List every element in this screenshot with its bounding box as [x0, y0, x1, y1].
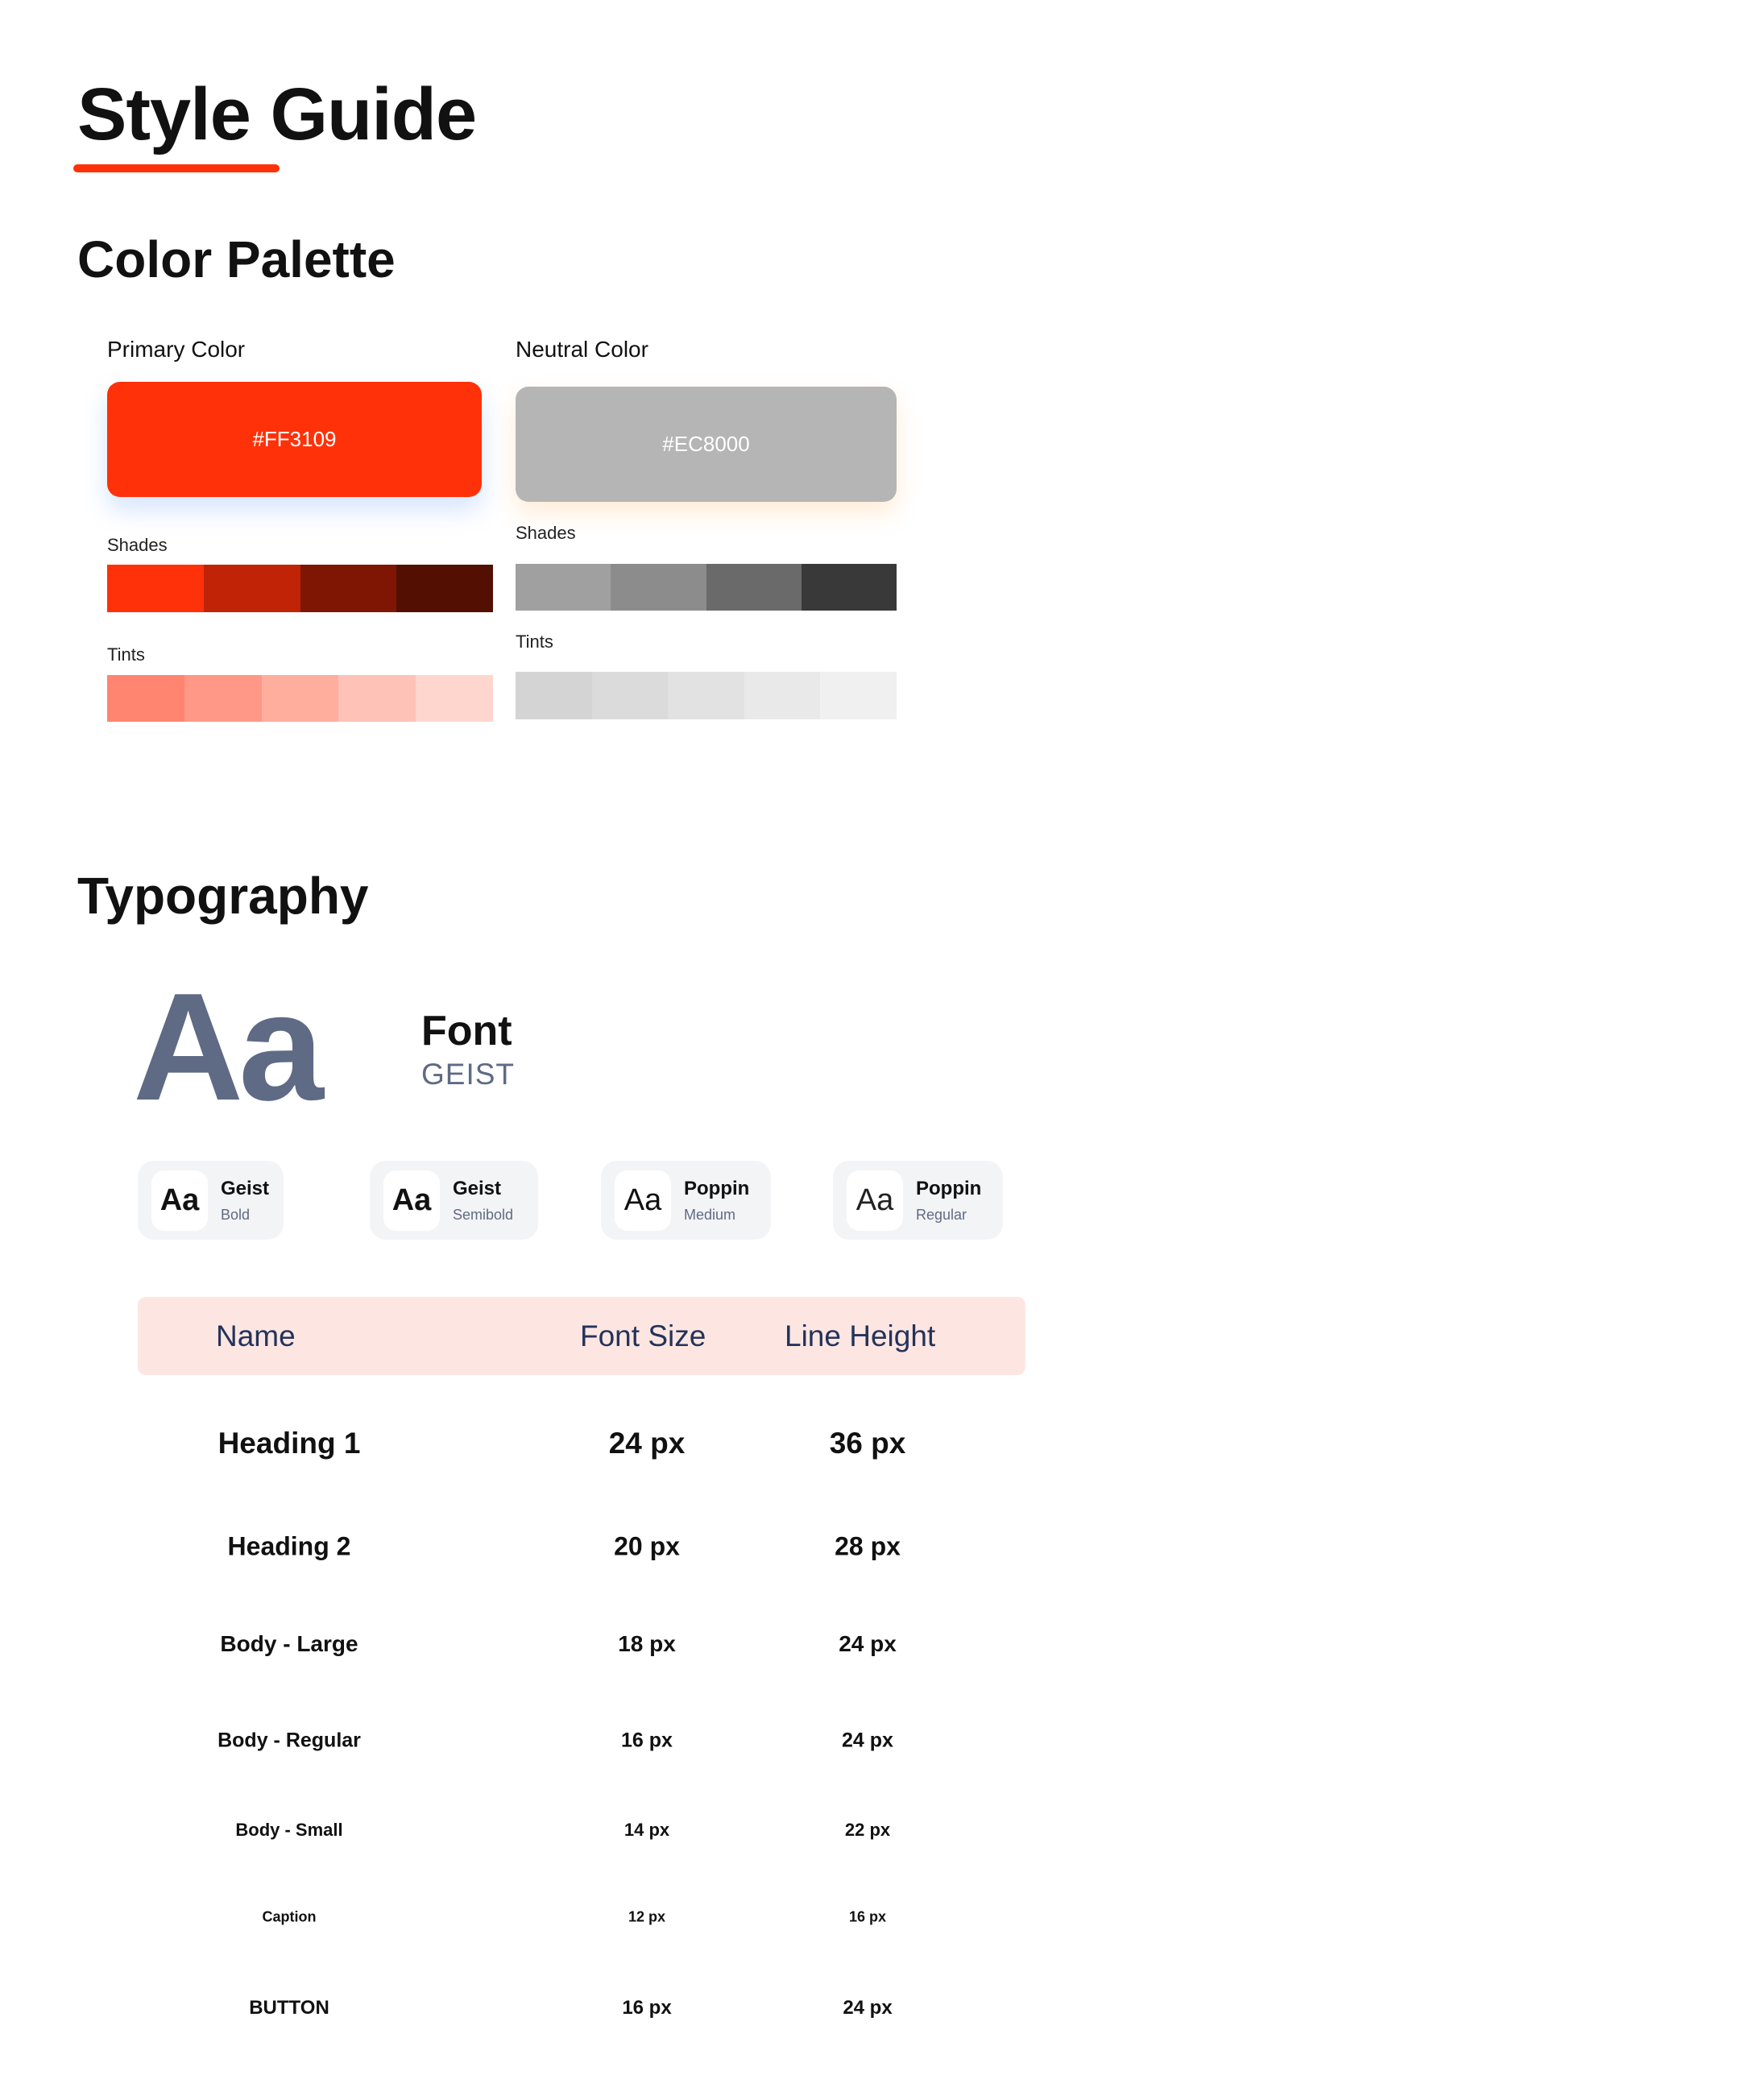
- row-font-size: 14 px: [624, 1820, 670, 1840]
- font-card-sample: Aa: [383, 1170, 440, 1231]
- row-font-size: 18 px: [618, 1631, 676, 1656]
- shade-swatch: [107, 565, 204, 612]
- row-font-size: 12 px: [628, 1908, 666, 1925]
- tint-swatch: [338, 675, 416, 722]
- row-name: Heading 2: [227, 1531, 351, 1561]
- primary-color-hex: #FF3109: [252, 427, 337, 451]
- font-card-geist-semibold: Aa Geist Semibold: [370, 1161, 538, 1240]
- neutral-tints-label: Tints: [516, 632, 553, 652]
- row-line-height: 24 px: [842, 1729, 893, 1752]
- shade-swatch: [396, 565, 493, 612]
- font-card-sample: Aa: [847, 1170, 903, 1231]
- row-name: Body - Regular: [218, 1729, 361, 1752]
- font-card-family: Geist: [221, 1177, 270, 1199]
- font-card-weight: Semibold: [453, 1206, 514, 1223]
- tint-swatch: [516, 672, 592, 719]
- tint-swatch: [184, 675, 262, 722]
- font-card-weight: Medium: [684, 1206, 736, 1223]
- neutral-color-hex: #EC8000: [662, 432, 750, 456]
- neutral-shades-bar: [516, 564, 897, 611]
- tint-swatch: [107, 675, 184, 722]
- color-palette-heading: Color Palette: [77, 230, 396, 288]
- font-card-geist-bold: Aa Geist Bold: [138, 1161, 284, 1240]
- font-title: Font: [421, 1008, 512, 1054]
- primary-shades-label: Shades: [107, 535, 168, 555]
- tint-swatch: [591, 672, 669, 719]
- font-card-sample: Aa: [151, 1170, 208, 1231]
- row-line-height: 36 px: [829, 1427, 906, 1460]
- shade-swatch: [611, 564, 706, 611]
- font-sample-large: Aa: [133, 962, 324, 1133]
- neutral-color-swatch: #EC8000: [516, 387, 897, 502]
- shade-swatch: [300, 565, 397, 612]
- row-line-height: 22 px: [844, 1820, 891, 1840]
- primary-tints-bar: [107, 675, 493, 722]
- row-name: Heading 1: [218, 1427, 361, 1460]
- primary-color-swatch: #FF3109: [107, 382, 482, 497]
- neutral-shades-label: Shades: [516, 523, 576, 543]
- row-line-height: 28 px: [835, 1531, 901, 1561]
- shade-swatch: [706, 564, 802, 611]
- column-header-name: Name: [216, 1319, 296, 1352]
- primary-color-label: Primary Color: [107, 337, 246, 362]
- row-line-height: 24 px: [843, 1997, 893, 2019]
- page-title: Style Guide: [77, 73, 477, 155]
- row-name: Body - Small: [235, 1820, 343, 1840]
- row-font-size: 20 px: [614, 1531, 680, 1561]
- row-name: Body - Large: [220, 1631, 358, 1656]
- shade-swatch: [801, 564, 897, 611]
- tint-swatch: [261, 675, 339, 722]
- row-name: Caption: [262, 1908, 317, 1925]
- neutral-color-label: Neutral Color: [516, 337, 648, 362]
- font-card-family: Geist: [453, 1177, 502, 1199]
- font-card-family: Poppin: [684, 1177, 750, 1199]
- font-card-poppin-medium: Aa Poppin Medium: [601, 1161, 771, 1240]
- shade-swatch: [516, 564, 611, 611]
- shade-swatch: [203, 565, 300, 612]
- tint-swatch: [416, 675, 493, 722]
- row-name: BUTTON: [249, 1997, 329, 2019]
- font-card-weight: Bold: [221, 1206, 251, 1223]
- row-line-height: 16 px: [848, 1908, 887, 1925]
- title-underline: [73, 164, 280, 172]
- typography-heading: Typography: [77, 867, 369, 925]
- font-card-poppin-regular: Aa Poppin Regular: [833, 1161, 1003, 1240]
- font-card-weight: Regular: [916, 1206, 967, 1223]
- row-font-size: 16 px: [622, 1997, 672, 2019]
- font-name: GEIST: [421, 1058, 516, 1091]
- tint-swatch: [820, 672, 897, 719]
- column-header-font-size: Font Size: [580, 1319, 706, 1352]
- tint-swatch: [668, 672, 744, 719]
- primary-shades-bar: [107, 565, 493, 612]
- font-card-sample: Aa: [615, 1170, 671, 1231]
- type-table-header: [138, 1297, 1025, 1375]
- tint-swatch: [744, 672, 821, 719]
- row-font-size: 16 px: [621, 1729, 673, 1752]
- row-font-size: 24 px: [608, 1427, 686, 1460]
- font-card-family: Poppin: [916, 1177, 982, 1199]
- row-line-height: 24 px: [839, 1631, 897, 1656]
- neutral-tints-bar: [516, 672, 897, 719]
- primary-tints-label: Tints: [107, 644, 145, 665]
- column-header-line-height: Line Height: [785, 1319, 936, 1352]
